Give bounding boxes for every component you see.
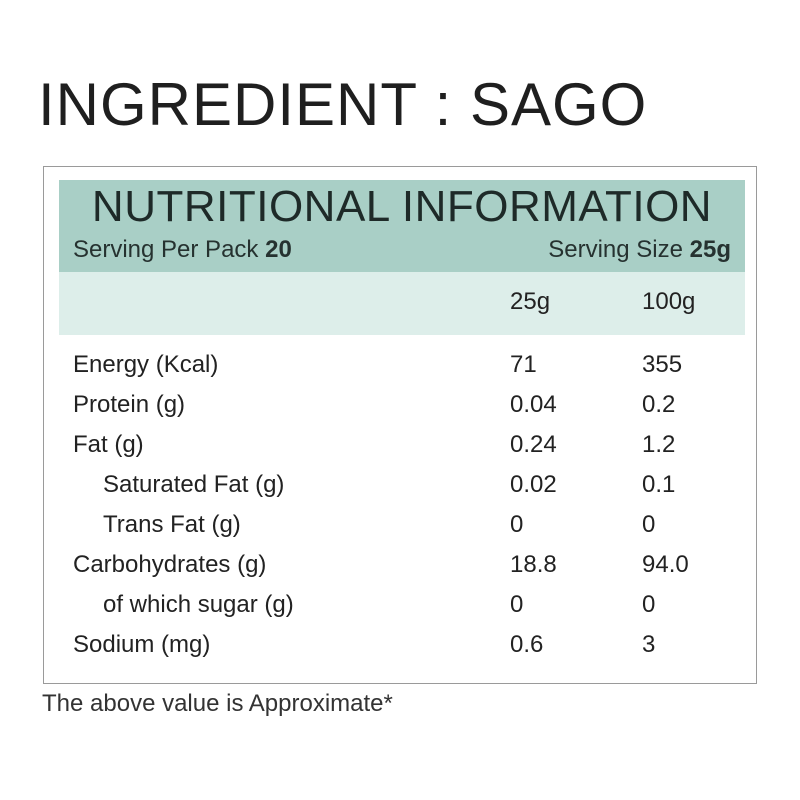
table-row: Fat (g) 0.24 1.2: [44, 425, 758, 465]
value-per-100g: 0.1: [642, 471, 676, 498]
table-row: Saturated Fat (g) 0.02 0.1: [44, 465, 758, 505]
value-per-25g: 71: [510, 351, 537, 378]
value-per-25g: 0: [510, 591, 524, 618]
nutrient-name: Saturated Fat (g): [103, 471, 285, 498]
table-row: Sodium (mg) 0.6 3: [44, 625, 758, 665]
serving-size: Serving Size 25g: [548, 236, 731, 264]
column-header-band: 25g 100g: [59, 272, 745, 335]
value-per-25g: 0.24: [510, 431, 557, 458]
nutrient-table: Energy (Kcal) 71 355 Protein (g) 0.04 0.…: [44, 345, 758, 665]
value-per-25g: 18.8: [510, 551, 557, 578]
serving-per-pack-value: 20: [265, 236, 292, 263]
table-row: Carbohydrates (g) 18.8 94.0: [44, 545, 758, 585]
serving-size-label: Serving Size: [548, 236, 683, 263]
nutrient-name: Fat (g): [73, 431, 144, 458]
value-per-100g: 355: [642, 351, 683, 378]
nutrient-name: Sodium (mg): [73, 631, 211, 658]
column-header-100g: 100g: [642, 288, 696, 315]
value-per-25g: 0.6: [510, 631, 544, 658]
column-header-25g: 25g: [510, 288, 551, 315]
value-per-25g: 0.04: [510, 391, 557, 418]
value-per-100g: 0: [642, 591, 656, 618]
nutrient-name: of which sugar (g): [103, 591, 294, 618]
nutrition-header: NUTRITIONAL INFORMATION Serving Per Pack…: [59, 180, 745, 272]
nutrient-name: Protein (g): [73, 391, 186, 418]
serving-per-pack-label: Serving Per Pack: [73, 236, 259, 263]
nutrition-panel: NUTRITIONAL INFORMATION Serving Per Pack…: [43, 166, 757, 684]
approximation-footnote: The above value is Approximate*: [42, 690, 393, 717]
page-title: INGREDIENT : SAGO: [38, 71, 648, 138]
serving-per-pack: Serving Per Pack 20: [73, 236, 292, 264]
nutrient-name: Energy (Kcal): [73, 351, 219, 378]
nutrition-heading: NUTRITIONAL INFORMATION: [91, 182, 713, 231]
value-per-100g: 3: [642, 631, 656, 658]
nutrient-name: Carbohydrates (g): [73, 551, 267, 578]
value-per-100g: 0: [642, 511, 656, 538]
value-per-25g: 0.02: [510, 471, 557, 498]
value-per-25g: 0: [510, 511, 524, 538]
value-per-100g: 0.2: [642, 391, 676, 418]
table-row: Trans Fat (g) 0 0: [44, 505, 758, 545]
table-row: of which sugar (g) 0 0: [44, 585, 758, 625]
table-row: Energy (Kcal) 71 355: [44, 345, 758, 385]
value-per-100g: 1.2: [642, 431, 676, 458]
nutrient-name: Trans Fat (g): [103, 511, 241, 538]
serving-size-value: 25g: [689, 236, 731, 263]
value-per-100g: 94.0: [642, 551, 689, 578]
table-row: Protein (g) 0.04 0.2: [44, 385, 758, 425]
